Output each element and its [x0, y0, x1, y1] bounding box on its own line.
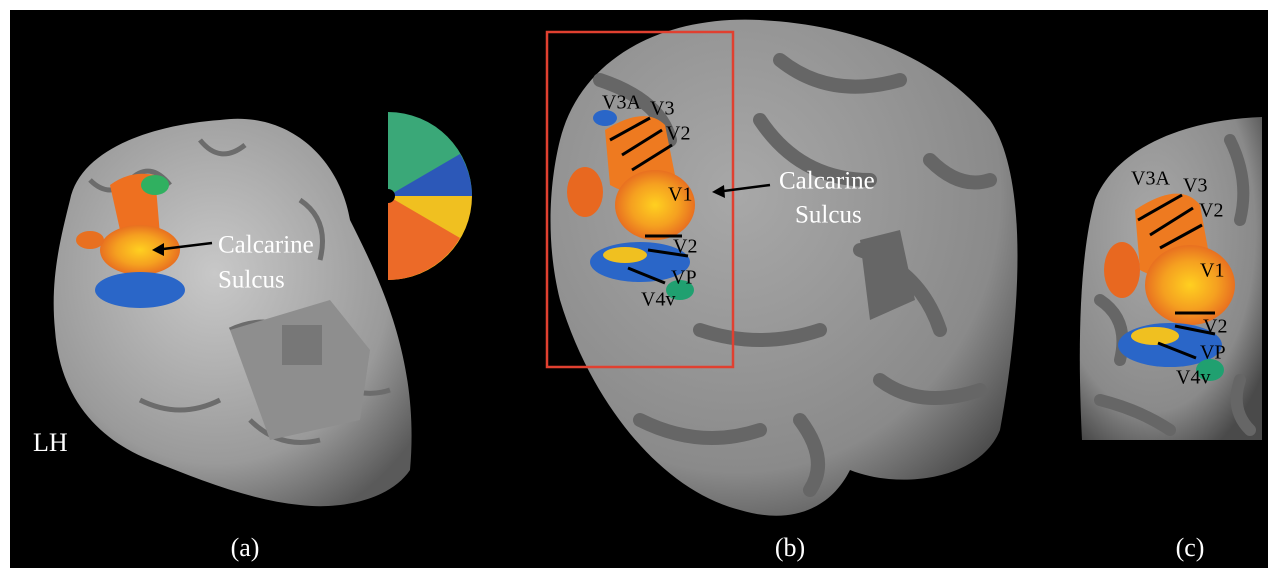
annotation: Calcarine: [218, 232, 314, 259]
area-label: V4v: [1176, 367, 1210, 389]
figure: Calcarine Sulcus LH (a) Calcarine Sulcus…: [0, 0, 1278, 578]
activation-green: [141, 175, 169, 195]
annotation: Calcarine: [779, 168, 875, 195]
activation-yellow: [100, 225, 180, 275]
color-wheel-center: [381, 189, 395, 203]
area-label: V2: [1203, 316, 1227, 338]
annotation: Sulcus: [218, 267, 285, 294]
area-label: V2: [673, 236, 697, 258]
activation-yellow-2: [1131, 327, 1179, 345]
area-label: VP: [671, 267, 697, 289]
cut-patch: [282, 325, 322, 365]
annotation: Sulcus: [795, 202, 862, 229]
panel-label: (c): [1176, 533, 1205, 562]
panel-label: (b): [775, 533, 805, 562]
activation-yellow-2: [603, 247, 647, 263]
area-label: V3A: [1131, 168, 1170, 190]
area-label: V1: [1200, 260, 1224, 282]
area-label: V3: [650, 98, 674, 120]
area-label: V3A: [602, 92, 641, 114]
activation-blue: [95, 272, 185, 308]
area-label: V3: [1183, 175, 1207, 197]
activation-orange-2: [1104, 242, 1140, 298]
area-label: V2: [666, 123, 690, 145]
activation-orange-2: [567, 167, 603, 217]
panel-label: (a): [231, 533, 260, 562]
area-label: V1: [668, 184, 692, 206]
hemisphere-label: LH: [33, 428, 68, 457]
area-label: V2: [1199, 200, 1223, 222]
area-label: V4v: [641, 289, 675, 311]
area-label: VP: [1200, 342, 1226, 364]
activation-orange-2: [76, 231, 104, 249]
